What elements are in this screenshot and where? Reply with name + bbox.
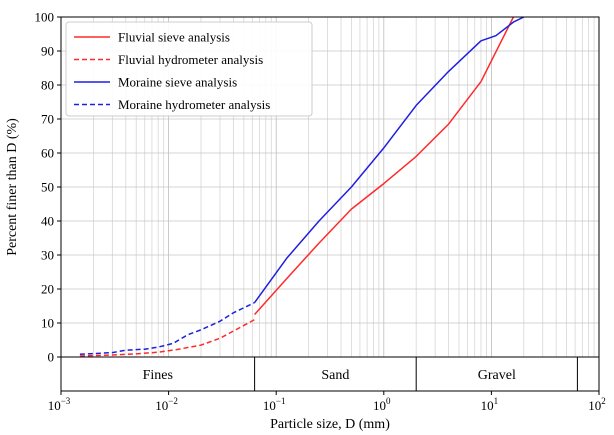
- series-line-moraine-hydrometer-analysis: [79, 301, 255, 356]
- x-axis-label: Particle size, D (mm): [270, 417, 390, 432]
- y-tick-label: 30: [41, 248, 54, 263]
- series-line-moraine-sieve-analysis: [253, 16, 525, 304]
- plot-frame: [60, 16, 600, 392]
- y-axis-label: Percent finer than D (%): [5, 118, 20, 256]
- series-lines: [79, 16, 525, 357]
- y-tick-label: 100: [35, 10, 55, 25]
- x-tick-exponent: −3: [61, 396, 71, 406]
- x-tick-label: 101: [481, 396, 499, 413]
- legend-label: Fluvial sieve analysis: [118, 30, 230, 45]
- legend-label: Fluvial hydrometer analysis: [118, 52, 263, 67]
- y-tick-label: 0: [48, 350, 55, 365]
- soil-class-bands: Fines Sand Gravel: [61, 356, 599, 391]
- x-tick-label: 100: [373, 396, 391, 413]
- x-tick-exponent: 1: [494, 396, 499, 406]
- x-tick-exponent: −2: [168, 396, 178, 406]
- x-tick-exponent: 0: [386, 396, 391, 406]
- band-label-sand: Sand: [321, 368, 349, 383]
- legend-box: [65, 21, 313, 117]
- x-tick-label: 10−1: [263, 396, 286, 413]
- legend: Fluvial sieve analysis Fluvial hydrometer…: [65, 21, 313, 117]
- series-line-fluvial-sieve-analysis: [254, 16, 515, 316]
- band-label-gravel: Gravel: [478, 368, 516, 383]
- y-tick-label: 60: [41, 146, 54, 161]
- y-tick-label: 50: [41, 180, 54, 195]
- band-label-fines: Fines: [143, 368, 173, 383]
- x-tick-label: 10−2: [155, 396, 178, 413]
- y-tick-label: 90: [41, 44, 54, 59]
- legend-label: Moraine hydrometer analysis: [118, 97, 270, 112]
- legend-label: Moraine sieve analysis: [118, 75, 237, 90]
- y-tick-label: 80: [41, 78, 54, 93]
- y-tick-label: 70: [41, 112, 54, 127]
- y-tick-label: 10: [41, 316, 54, 331]
- x-tick-exponent: −1: [276, 396, 286, 406]
- y-tick-label: 40: [41, 214, 54, 229]
- x-tick-exponent: 2: [601, 396, 606, 406]
- y-tick-label: 20: [41, 282, 54, 297]
- x-tick-label: 10−3: [48, 396, 71, 413]
- series-line-fluvial-hydrometer-analysis: [79, 318, 255, 357]
- x-tick-label: 102: [588, 396, 606, 413]
